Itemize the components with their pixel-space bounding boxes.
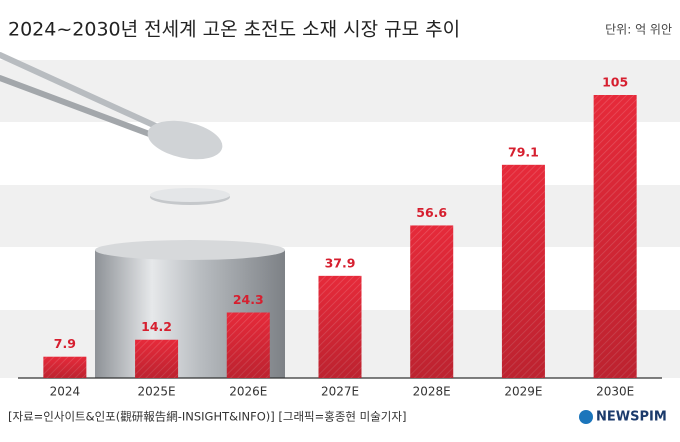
value-label: 79.1 [508,144,539,159]
source-note: [자료=인사이트&인포(觀研報告網-INSIGHT&INFO)] [그래픽=홍종… [8,410,406,424]
x-tick-label: 2026E [229,385,267,399]
value-label: 14.2 [141,319,172,334]
logo: NEWSPIM [596,410,667,425]
bar-shade [226,312,270,378]
value-label: 105 [602,75,628,90]
value-label: 24.3 [233,292,264,307]
value-label: 7.9 [54,336,76,351]
bar-shade [135,339,179,378]
logo-icon [579,410,593,424]
value-label: 56.6 [416,205,447,220]
bar-shade [43,356,87,378]
bar-shade [318,275,362,378]
x-tick-label: 2025E [138,385,176,399]
value-label: 37.9 [325,255,356,270]
x-tick-label: 2024 [50,385,81,399]
bar-shade [410,225,454,378]
unit-label: 단위: 억 위안 [605,23,672,37]
bar-shade [501,164,545,378]
x-tick-label: 2027E [321,385,359,399]
bar-shade [593,95,637,378]
x-tick-label: 2028E [413,385,451,399]
chart-title: 2024~2030년 전세계 고온 초전도 소재 시장 규모 추이 [8,19,460,41]
x-tick-label: 2029E [504,385,542,399]
x-tick-label: 2030E [596,385,634,399]
